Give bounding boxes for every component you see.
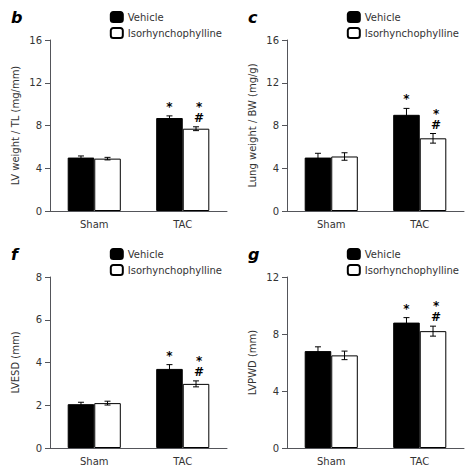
svg-text:*: * [403,302,410,316]
svg-text:2: 2 [36,400,42,411]
svg-text:Vehicle: Vehicle [128,12,164,23]
svg-text:*: * [196,100,203,114]
svg-text:Isorhynchophylline: Isorhynchophylline [128,265,222,276]
svg-text:TAC: TAC [172,219,192,230]
svg-text:12: 12 [266,272,279,283]
svg-text:c: c [248,8,258,27]
svg-text:Lung weight / BW (mg/g): Lung weight / BW (mg/g) [247,63,258,187]
svg-text:TAC: TAC [172,456,192,467]
svg-text:0: 0 [273,206,279,217]
svg-text:LV weight / TL (mg/mm): LV weight / TL (mg/mm) [10,66,21,186]
svg-text:Isorhynchophylline: Isorhynchophylline [128,28,222,39]
svg-text:4: 4 [273,163,279,174]
svg-text:Sham: Sham [317,456,346,467]
svg-text:g: g [248,245,259,264]
svg-text:*: * [166,349,173,363]
svg-text:Sham: Sham [80,456,109,467]
svg-text:f: f [11,245,20,264]
svg-text:8: 8 [36,272,42,283]
svg-text:6: 6 [36,314,42,325]
svg-text:16: 16 [266,35,279,46]
svg-text:Vehicle: Vehicle [365,12,401,23]
svg-text:LVPWD (mm): LVPWD (mm) [247,330,258,395]
svg-text:Sham: Sham [317,219,346,230]
svg-text:12: 12 [29,77,42,88]
svg-text:4: 4 [273,386,279,397]
svg-text:b: b [11,8,22,27]
svg-text:*: * [196,354,203,368]
svg-text:8: 8 [273,120,279,131]
svg-text:16: 16 [29,35,42,46]
svg-text:Isorhynchophylline: Isorhynchophylline [365,28,459,39]
svg-text:4: 4 [36,357,42,368]
svg-text:Isorhynchophylline: Isorhynchophylline [365,265,459,276]
svg-text:12: 12 [266,77,279,88]
svg-text:8: 8 [36,120,42,131]
svg-text:0: 0 [36,443,42,454]
svg-text:*: * [166,100,173,114]
svg-text:LVESD (mm): LVESD (mm) [10,331,21,393]
svg-text:0: 0 [36,206,42,217]
svg-text:Vehicle: Vehicle [365,249,401,260]
svg-text:4: 4 [36,163,42,174]
svg-text:*: * [403,92,410,106]
svg-text:TAC: TAC [409,219,429,230]
svg-text:8: 8 [273,329,279,340]
svg-text:0: 0 [273,443,279,454]
svg-text:TAC: TAC [409,456,429,467]
svg-text:Sham: Sham [80,219,109,230]
svg-text:*: * [433,107,440,121]
svg-text:Vehicle: Vehicle [128,249,164,260]
svg-text:*: * [433,299,440,313]
